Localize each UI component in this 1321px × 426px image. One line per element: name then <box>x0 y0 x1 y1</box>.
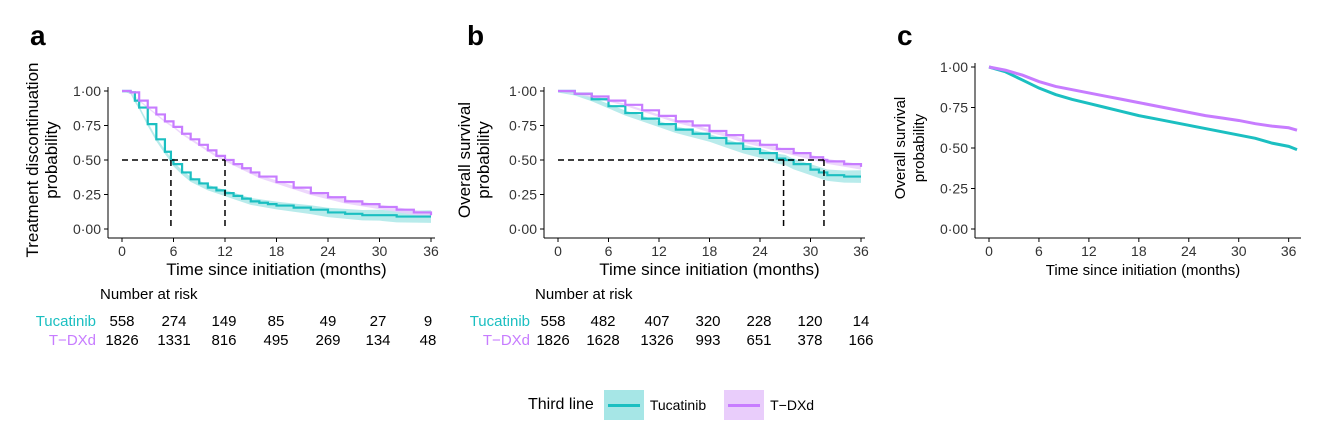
y-tick-label: 0·25 <box>509 187 537 203</box>
risk-row-name: Tucatinib <box>469 313 530 330</box>
risk-count: 558 <box>109 313 135 330</box>
y-tick-label: 0·25 <box>73 187 101 203</box>
y-tick-label: 0·50 <box>940 140 968 156</box>
risk-count: 816 <box>211 332 237 349</box>
risk-count: 9 <box>423 313 433 330</box>
risk-count: 27 <box>369 313 387 330</box>
y-tick-label: 0·75 <box>73 118 101 134</box>
x-tick-label: 18 <box>702 243 718 259</box>
risk-row-name: Tucatinib <box>35 313 96 330</box>
risk-count: 320 <box>695 313 721 330</box>
y-axis-title-line1-b: Overall survival <box>455 102 474 218</box>
x-tick-label: 18 <box>1131 243 1147 259</box>
y-tick-label: 0·50 <box>73 152 101 168</box>
x-tick-label: 6 <box>1035 243 1043 259</box>
x-tick-label: 12 <box>217 243 233 259</box>
legend-key-tdxd <box>724 390 765 420</box>
risk-table-title-b: Number at risk <box>535 286 633 303</box>
y-tick-label: 0·00 <box>73 221 101 237</box>
x-tick-label: 18 <box>269 243 285 259</box>
risk-count: 558 <box>540 313 566 330</box>
x-axis-title-b: Time since initiation (months) <box>599 260 819 279</box>
series-line-tucatinib <box>988 65 1298 152</box>
risk-count: 49 <box>319 313 337 330</box>
risk-count: 166 <box>848 332 874 349</box>
y-tick-label: 0·75 <box>940 100 968 116</box>
risk-count: 1326 <box>640 332 674 349</box>
x-tick-label: 30 <box>1231 243 1247 259</box>
risk-count: 495 <box>263 332 289 349</box>
legend-title: Third line <box>528 396 594 413</box>
y-axis-title-line2-a: probability <box>42 121 61 199</box>
y-tick-label: 0·00 <box>940 221 968 237</box>
y-tick-label: 0·00 <box>509 221 537 237</box>
x-tick-label: 24 <box>752 243 768 259</box>
x-tick-label: 6 <box>170 243 178 259</box>
x-tick-label: 12 <box>1081 243 1097 259</box>
risk-count: 1826 <box>536 332 570 349</box>
y-axis-title-line1-c: Overall survival <box>892 97 909 200</box>
risk-count: 48 <box>419 332 437 349</box>
x-tick-label: 24 <box>320 243 336 259</box>
y-axis-title-line2-c: probability <box>911 113 928 182</box>
risk-row-name: T−DXd <box>48 332 96 349</box>
risk-count: 228 <box>746 313 772 330</box>
x-tick-label: 30 <box>372 243 388 259</box>
y-axis-title-line2-b: probability <box>474 121 493 199</box>
risk-table-title-a: Number at risk <box>100 286 198 303</box>
series-line-t-dxd <box>122 89 433 216</box>
risk-count: 274 <box>161 313 187 330</box>
risk-count: 85 <box>267 313 285 330</box>
risk-count: 149 <box>211 313 237 330</box>
risk-count: 482 <box>590 313 616 330</box>
risk-count: 651 <box>746 332 772 349</box>
legend-label-tdxd: T−DXd <box>770 397 815 413</box>
x-tick-label: 30 <box>803 243 819 259</box>
risk-count: 993 <box>695 332 721 349</box>
series-line-tucatinib <box>558 89 861 178</box>
legend: Third line Tucatinib T−DXd <box>528 390 832 420</box>
x-tick-label: 0 <box>554 243 562 259</box>
risk-count: 407 <box>644 313 670 330</box>
x-tick-label: 12 <box>651 243 667 259</box>
x-tick-label: 0 <box>985 243 993 259</box>
series-line-t-dxd <box>558 89 863 167</box>
risk-count: 1628 <box>586 332 620 349</box>
x-axis-title-a: Time since initiation (months) <box>166 260 386 279</box>
y-tick-label: 0·75 <box>509 118 537 134</box>
risk-count: 14 <box>852 313 870 330</box>
legend-key-tucatinib <box>603 390 644 420</box>
panel-label-b: b <box>467 20 484 51</box>
y-tick-label: 1·00 <box>73 83 101 99</box>
risk-count: 378 <box>797 332 823 349</box>
risk-row-name: T−DXd <box>482 332 530 349</box>
y-axis-title-line1-a: Treatment discontinuation <box>23 63 42 258</box>
y-tick-label: 1·00 <box>940 59 968 75</box>
risk-count: 269 <box>315 332 341 349</box>
risk-count: 1331 <box>157 332 191 349</box>
x-tick-label: 0 <box>118 243 126 259</box>
x-tick-label: 36 <box>423 243 439 259</box>
x-tick-label: 24 <box>1181 243 1197 259</box>
risk-count: 134 <box>365 332 391 349</box>
x-tick-label: 6 <box>605 243 613 259</box>
risk-count: 1826 <box>105 332 139 349</box>
legend-label-tucatinib: Tucatinib <box>649 397 707 413</box>
series-line-tucatinib <box>122 89 431 218</box>
y-tick-label: 0·25 <box>940 181 968 197</box>
panel-label-c: c <box>897 20 913 51</box>
y-tick-label: 1·00 <box>509 83 537 99</box>
y-tick-label: 0·50 <box>509 152 537 168</box>
series-line-t-dxd <box>988 65 1298 132</box>
x-axis-title-c: Time since initiation (months) <box>1046 262 1241 279</box>
risk-count: 120 <box>797 313 823 330</box>
x-tick-label: 36 <box>853 243 869 259</box>
x-tick-label: 36 <box>1281 243 1297 259</box>
panel-label-a: a <box>30 20 46 51</box>
